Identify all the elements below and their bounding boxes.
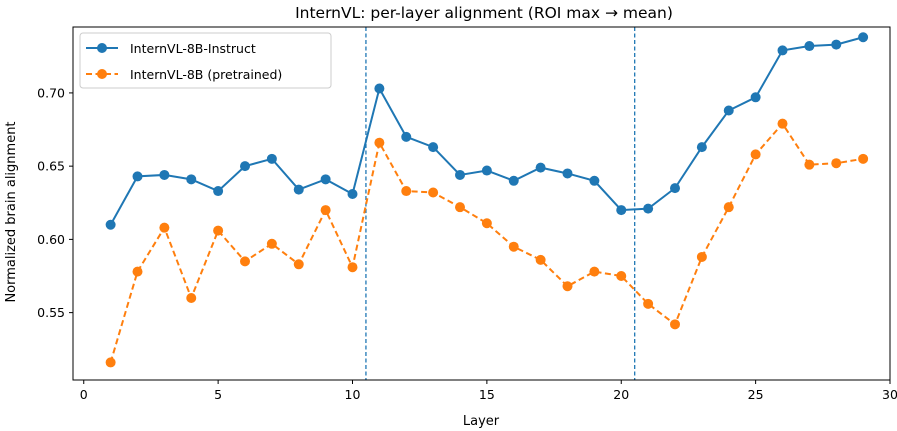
series-0-point-21 bbox=[643, 203, 654, 214]
series-1-point-9 bbox=[320, 205, 331, 216]
x-tick-label-25: 25 bbox=[748, 387, 764, 402]
series-0-point-1 bbox=[105, 219, 116, 230]
series-1-point-28 bbox=[831, 158, 842, 169]
series-0-point-22 bbox=[670, 183, 680, 194]
series-1-point-10 bbox=[347, 262, 358, 273]
series-1-point-20 bbox=[616, 271, 627, 282]
series-0-point-28 bbox=[831, 39, 842, 50]
series-0-point-25 bbox=[750, 92, 761, 103]
y-axis-ticks: 0.55 0.60 0.65 0.70 bbox=[37, 85, 73, 320]
series-0-point-10 bbox=[347, 188, 358, 199]
series-0-point-17 bbox=[535, 162, 546, 173]
series-0-point-6 bbox=[240, 161, 250, 172]
series-0-point-12 bbox=[401, 131, 412, 142]
series-1-point-5 bbox=[213, 225, 224, 236]
series-line-1 bbox=[109, 122, 864, 363]
series-1-point-22 bbox=[670, 319, 680, 330]
series-0-point-3 bbox=[159, 169, 170, 180]
series-1-point-25 bbox=[750, 149, 761, 160]
series-1-point-24 bbox=[723, 202, 734, 213]
legend-marker-pretrained bbox=[97, 69, 107, 79]
series-1-point-4 bbox=[186, 292, 197, 303]
series-1-point-17 bbox=[535, 254, 546, 265]
series-0-point-2 bbox=[132, 171, 143, 182]
series-1-point-3 bbox=[159, 222, 170, 233]
series-0-point-20 bbox=[616, 205, 627, 216]
x-axis-label: Layer bbox=[463, 414, 500, 429]
series-1-point-2 bbox=[132, 266, 143, 277]
series-0-point-29 bbox=[858, 32, 869, 43]
x-axis-ticks: 0 5 10 15 20 25 30 bbox=[80, 380, 897, 402]
y-tick-label-0.60: 0.60 bbox=[37, 232, 65, 247]
legend: InternVL-8B-Instruct InternVL-8B (pretra… bbox=[79, 32, 332, 89]
series-0-point-11 bbox=[374, 83, 385, 94]
series-0-point-13 bbox=[428, 142, 439, 153]
series-1-point-8 bbox=[293, 259, 304, 270]
x-tick-label-30: 30 bbox=[882, 387, 897, 402]
series-1-point-1 bbox=[105, 357, 116, 368]
series-1-point-18 bbox=[562, 281, 573, 292]
legend-label-instruct: InternVL-8B-Instruct bbox=[130, 41, 256, 56]
y-tick-label-0.70: 0.70 bbox=[37, 85, 65, 100]
series-0-point-27 bbox=[804, 41, 815, 52]
series-0-point-9 bbox=[320, 174, 331, 185]
series-0-point-7 bbox=[266, 153, 277, 164]
series-0-point-26 bbox=[777, 45, 788, 56]
series-0-point-18 bbox=[562, 168, 573, 179]
series-0-point-14 bbox=[455, 169, 465, 180]
series-1-point-16 bbox=[508, 241, 519, 252]
series-0-point-4 bbox=[186, 174, 197, 185]
series-1-point-13 bbox=[428, 187, 439, 198]
legend-label-pretrained: InternVL-8B (pretrained) bbox=[130, 67, 282, 82]
series-1-point-23 bbox=[696, 251, 707, 262]
series-layer bbox=[105, 32, 869, 368]
legend-marker-instruct bbox=[97, 43, 107, 53]
x-tick-label-0: 0 bbox=[80, 387, 88, 402]
series-1-point-29 bbox=[858, 153, 869, 164]
legend-box bbox=[79, 32, 332, 89]
series-0-point-5 bbox=[213, 186, 224, 197]
series-0-point-19 bbox=[589, 175, 600, 186]
series-0-point-15 bbox=[481, 165, 492, 176]
series-1-point-6 bbox=[240, 256, 250, 267]
series-1-point-27 bbox=[804, 159, 815, 170]
series-1-point-14 bbox=[455, 202, 465, 213]
series-1-point-21 bbox=[643, 298, 654, 309]
x-tick-label-10: 10 bbox=[345, 387, 361, 402]
y-axis-label: Normalized brain alignment bbox=[4, 121, 19, 302]
vertical-lines bbox=[365, 27, 636, 380]
x-tick-label-15: 15 bbox=[479, 387, 495, 402]
series-1-point-19 bbox=[589, 266, 600, 277]
series-0-point-24 bbox=[723, 105, 734, 116]
y-tick-label-0.65: 0.65 bbox=[37, 159, 65, 174]
chart-title: InternVL: per-layer alignment (ROI max →… bbox=[295, 4, 673, 22]
series-1-point-15 bbox=[481, 218, 492, 229]
series-1-point-26 bbox=[777, 118, 788, 129]
series-0-point-23 bbox=[696, 142, 707, 153]
plot-frame bbox=[72, 26, 891, 381]
x-tick-label-20: 20 bbox=[613, 387, 629, 402]
series-1-point-12 bbox=[401, 186, 412, 197]
series-0-point-16 bbox=[508, 175, 519, 186]
x-tick-label-5: 5 bbox=[214, 387, 222, 402]
series-1-point-7 bbox=[266, 238, 277, 249]
series-1-point-11 bbox=[374, 137, 385, 148]
y-tick-label-0.55: 0.55 bbox=[37, 305, 65, 320]
series-0-point-8 bbox=[293, 184, 304, 195]
